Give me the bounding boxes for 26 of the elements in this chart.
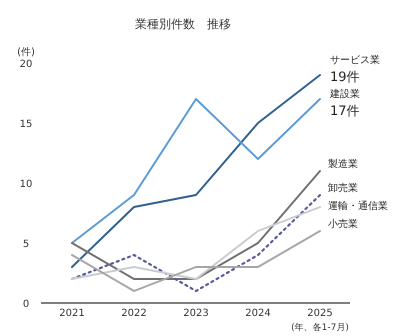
y-tick-label: 10	[20, 179, 32, 190]
y-tick-label: 0	[22, 299, 30, 310]
series-label: 小売業	[328, 218, 358, 230]
y-tick-label: 5	[22, 239, 30, 250]
x-tick-label: 2023	[183, 308, 209, 319]
x-tick-label: 2021	[59, 308, 85, 319]
line-series	[71, 206, 321, 280]
line-series	[71, 230, 321, 292]
y-tick-label: 15	[20, 119, 32, 130]
data-label: 17件	[330, 104, 360, 119]
series-label: 製造業	[328, 158, 358, 170]
series-label: 運輸・通信業	[328, 200, 388, 212]
x-tick-label: 2022	[121, 308, 147, 319]
x-tick-label: 2025	[307, 308, 333, 319]
chart-title: 業種別件数 推移	[135, 17, 231, 31]
text: (年、各1-7月)	[291, 322, 349, 333]
data-label: 19件	[330, 70, 360, 85]
x-tick-label: 2024	[245, 308, 271, 319]
series-label: 卸売業	[328, 182, 358, 194]
y-tick-label: 20	[20, 59, 32, 70]
line-series	[70, 194, 322, 292]
series-label: サービス業	[330, 54, 380, 66]
line-series	[71, 74, 321, 268]
y-axis-title: (件)	[17, 47, 35, 58]
series-label: 建設業	[329, 88, 360, 100]
line-series	[71, 98, 321, 244]
